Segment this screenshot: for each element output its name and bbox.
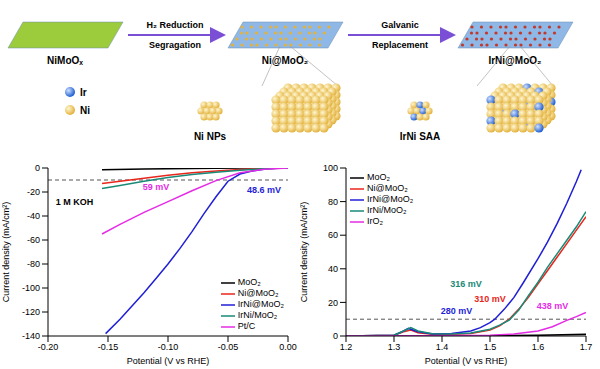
svg-text:1.3: 1.3 bbox=[388, 342, 401, 352]
html-text:IrNi@MoO₂: IrNi@MoO₂ bbox=[237, 299, 284, 309]
svg-text:60: 60 bbox=[328, 230, 338, 240]
html-text:Pt/C: Pt/C bbox=[237, 321, 256, 331]
svg-text:IrNi@MoO₂: IrNi@MoO₂ bbox=[488, 55, 541, 66]
svg-text:100: 100 bbox=[323, 163, 338, 173]
svg-text:H₂ Reduction: H₂ Reduction bbox=[147, 20, 204, 30]
svg-text:48.6 mV: 48.6 mV bbox=[247, 185, 281, 195]
svg-text:80: 80 bbox=[328, 197, 338, 207]
svg-text:-40: -40 bbox=[27, 211, 40, 221]
svg-text:Ni@MoO₂: Ni@MoO₂ bbox=[262, 55, 308, 66]
svg-text:Segragation: Segragation bbox=[149, 40, 201, 50]
svg-text:-0.15: -0.15 bbox=[98, 342, 119, 352]
svg-text:310 mV: 310 mV bbox=[474, 294, 506, 304]
svg-text:-0.20: -0.20 bbox=[38, 342, 59, 352]
svg-text:-20: -20 bbox=[27, 187, 40, 197]
svg-text:0: 0 bbox=[35, 163, 40, 173]
svg-text:NiMoOₓ: NiMoOₓ bbox=[47, 55, 83, 66]
svg-text:0: 0 bbox=[333, 331, 338, 341]
svg-text:1.7: 1.7 bbox=[580, 342, 593, 352]
html-text:IrNi@MoO₂: IrNi@MoO₂ bbox=[367, 194, 414, 204]
svg-text:-0.05: -0.05 bbox=[218, 342, 239, 352]
svg-text:1.5: 1.5 bbox=[484, 342, 497, 352]
svg-text:-120: -120 bbox=[22, 307, 40, 317]
svg-text:280 mV: 280 mV bbox=[441, 306, 473, 316]
svg-text:Potential (V vs RHE): Potential (V vs RHE) bbox=[425, 356, 508, 366]
svg-text:1.2: 1.2 bbox=[340, 342, 353, 352]
svg-text:Ni: Ni bbox=[80, 105, 90, 116]
svg-text:1 M KOH: 1 M KOH bbox=[56, 197, 94, 207]
svg-text:-140: -140 bbox=[22, 331, 40, 341]
svg-text:-80: -80 bbox=[27, 259, 40, 269]
html-text:IrO₂: IrO₂ bbox=[367, 216, 383, 226]
svg-text:Current density (mA/cm²): Current density (mA/cm²) bbox=[2, 202, 11, 303]
svg-text:40: 40 bbox=[328, 264, 338, 274]
svg-text:Ir: Ir bbox=[80, 87, 87, 98]
svg-text:-100: -100 bbox=[22, 283, 40, 293]
svg-text:Galvanic: Galvanic bbox=[381, 20, 419, 30]
svg-text:0.00: 0.00 bbox=[279, 342, 297, 352]
svg-text:Ni NPs: Ni NPs bbox=[194, 131, 227, 142]
svg-text:1.4: 1.4 bbox=[436, 342, 449, 352]
svg-text:IrNi SAA: IrNi SAA bbox=[400, 131, 441, 142]
svg-text:-0.10: -0.10 bbox=[158, 342, 179, 352]
html-text:IrNi/MoO₂: IrNi/MoO₂ bbox=[367, 205, 407, 215]
html-text:Ni@MoO₂: Ni@MoO₂ bbox=[367, 183, 408, 193]
svg-text:Replacement: Replacement bbox=[372, 40, 428, 50]
html-text:MoO₂: MoO₂ bbox=[237, 277, 261, 287]
svg-text:316 mV: 316 mV bbox=[450, 279, 482, 289]
html-text:Ni@MoO₂: Ni@MoO₂ bbox=[237, 288, 279, 298]
svg-text:59 mV: 59 mV bbox=[143, 182, 170, 192]
svg-text:Potential (V vs RHE): Potential (V vs RHE) bbox=[127, 356, 210, 366]
svg-text:Current density (mA/cm²): Current density (mA/cm²) bbox=[300, 202, 309, 303]
svg-text:-60: -60 bbox=[27, 235, 40, 245]
svg-text:438 mV: 438 mV bbox=[537, 301, 569, 311]
html-text:MoO₂: MoO₂ bbox=[367, 172, 390, 182]
svg-text:20: 20 bbox=[328, 298, 338, 308]
svg-text:1.6: 1.6 bbox=[532, 342, 545, 352]
html-text:IrNi/MoO₂: IrNi/MoO₂ bbox=[237, 310, 278, 320]
